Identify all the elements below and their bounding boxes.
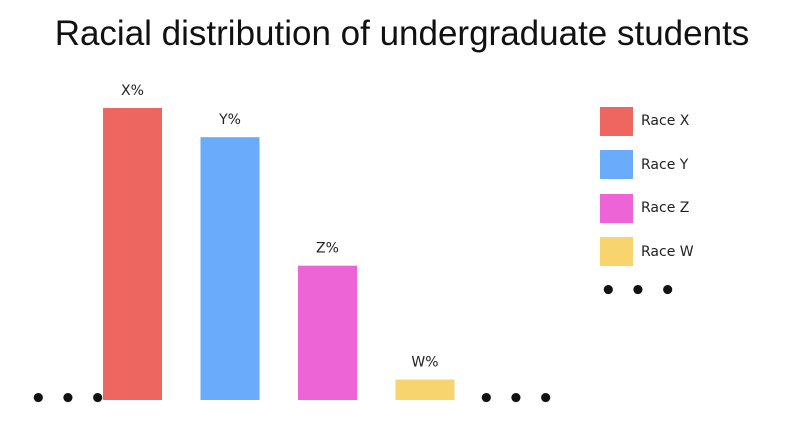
legend-swatch-race-w xyxy=(600,237,633,266)
bar-value-label-race-z: Z% xyxy=(316,241,339,257)
legend-swatch-race-x xyxy=(600,106,633,136)
right-ellipsis: • • • xyxy=(478,384,556,414)
legend-item-race-x: Race X xyxy=(600,106,694,136)
chart-title: Racial distribution of undergraduate stu… xyxy=(54,14,750,53)
legend-swatch-race-z xyxy=(600,193,633,223)
legend-swatch-race-y xyxy=(600,150,633,179)
legend-label-race-w: Race W xyxy=(641,243,694,260)
legend-label-race-y: Race Y xyxy=(641,156,689,173)
left-ellipsis: • • • xyxy=(30,384,108,414)
legend: Race X Race Y Race Z Race W • • • xyxy=(600,106,694,304)
legend-label-race-z: Race Z xyxy=(641,200,690,216)
bar-race-x xyxy=(103,108,162,400)
bar-race-y xyxy=(200,137,260,400)
bar-race-z xyxy=(298,265,357,400)
bar-value-label-race-w: W% xyxy=(411,355,438,371)
bar-race-w xyxy=(395,379,455,400)
legend-label-race-x: Race X xyxy=(641,113,690,129)
legend-item-race-w: Race W xyxy=(600,237,694,267)
legend-item-race-y: Race Y xyxy=(600,150,694,180)
bar-value-label-race-y: Y% xyxy=(218,112,241,128)
legend-ellipsis: • • • xyxy=(600,276,678,306)
bar-value-label-race-x: X% xyxy=(121,83,144,99)
legend-item-race-z: Race Z xyxy=(600,193,694,223)
